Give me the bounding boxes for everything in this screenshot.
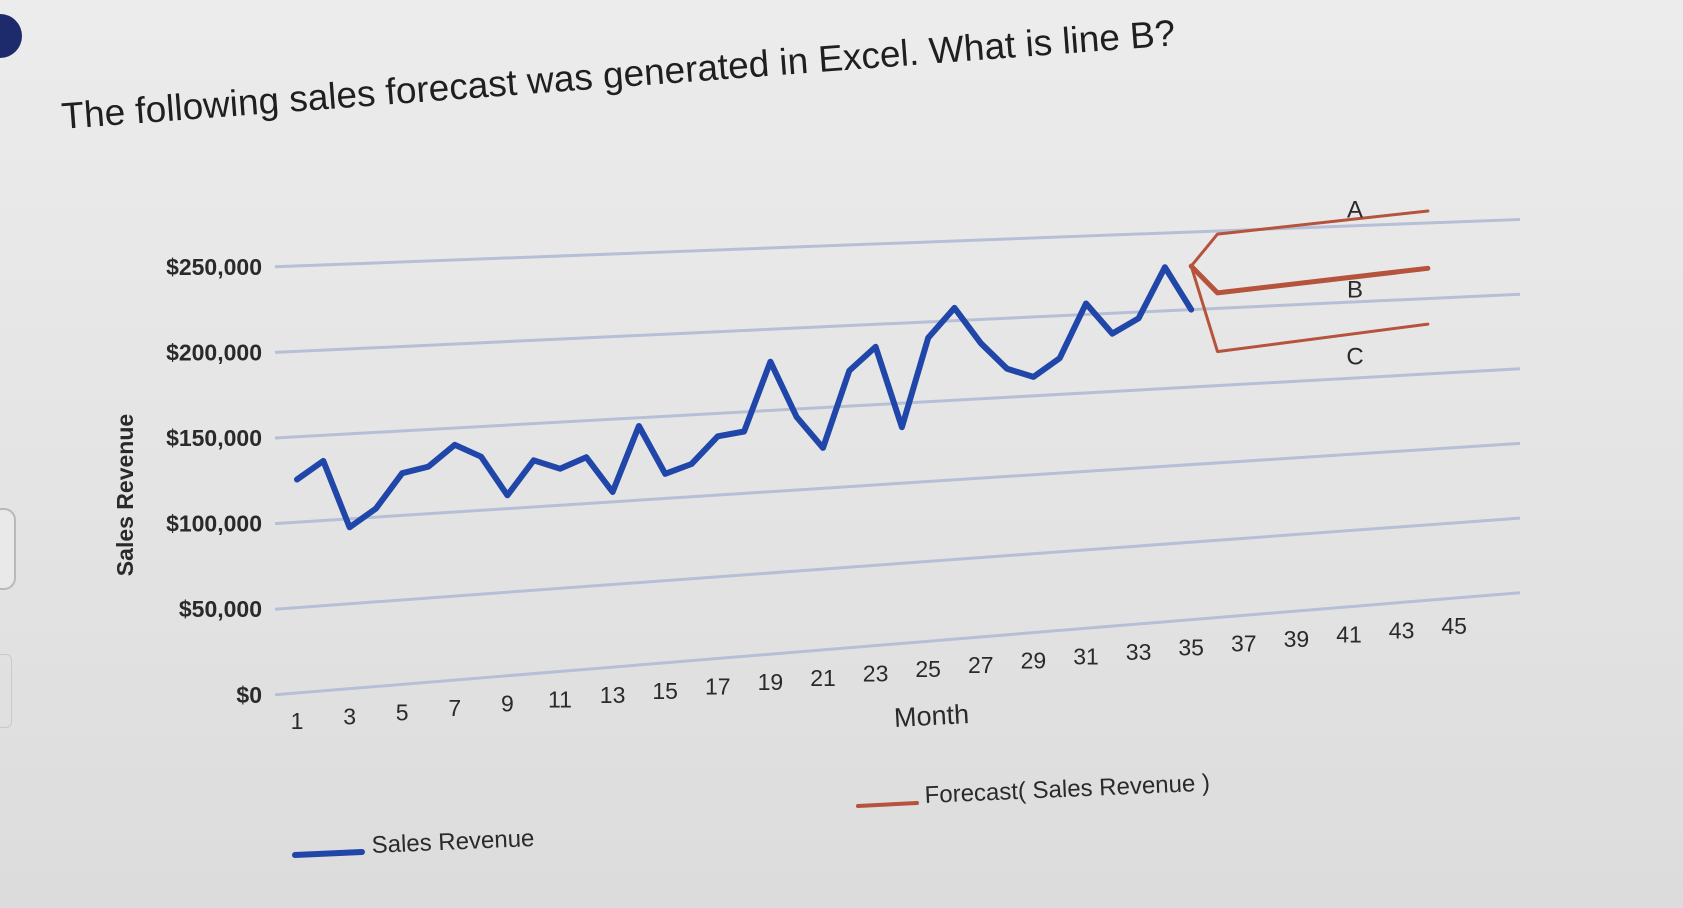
x-tick-label: 1 [291, 708, 304, 734]
x-tick-label: 23 [863, 661, 889, 687]
x-tick-label: 27 [968, 652, 994, 678]
legend: Sales Revenue Forecast( Sales Revenue ) [292, 770, 1210, 859]
x-tick-label: 5 [396, 699, 409, 725]
x-tick-label: 35 [1178, 635, 1204, 661]
x-tick-label: 21 [810, 665, 836, 691]
legend-swatch-forecast [856, 801, 919, 808]
y-tick-label: $150,000 [166, 425, 262, 451]
gridline-150000 [274, 367, 1521, 440]
x-tick-label: 15 [652, 678, 678, 704]
x-tick-label: 29 [1021, 648, 1047, 674]
y-tick-label: $250,000 [166, 254, 262, 280]
forecast-line-c [1189, 264, 1430, 354]
legend-swatch-sales-revenue [292, 849, 365, 858]
x-tick-label: 31 [1073, 643, 1099, 669]
x-tick-label: 33 [1126, 639, 1152, 665]
corner-indicator [0, 14, 22, 58]
y-tick-label: $100,000 [166, 511, 262, 537]
edge-radio-button[interactable] [0, 508, 16, 590]
edge-control [0, 654, 12, 728]
x-tick-label: 7 [448, 695, 461, 721]
x-tick-label: 37 [1231, 630, 1257, 656]
y-tick-label: $50,000 [179, 596, 262, 622]
gridline-250000 [274, 218, 1521, 269]
x-tick-label: 9 [501, 691, 514, 717]
legend-label-sales-revenue: Sales Revenue [371, 825, 535, 859]
x-tick-label: 11 [548, 686, 572, 712]
forecast-line-b [1188, 263, 1431, 296]
x-tick-label: 19 [758, 669, 784, 695]
y-axis-title: Sales Revenue [112, 414, 138, 576]
y-tick-label: $200,000 [166, 339, 262, 365]
forecast-label-c: C [1346, 343, 1363, 370]
series-line-sales-revenue [294, 264, 1195, 531]
forecast-label-b: B [1347, 276, 1363, 303]
forecast-line-a [1189, 209, 1430, 268]
gridline-0 [274, 591, 1521, 697]
x-tick-label: 17 [705, 674, 731, 700]
x-tick-label: 13 [600, 682, 626, 708]
x-axis-tick-labels: 1 3 5 7 9 11 13 15 17 19 21 23 25 27 29 31 33 35 37 39 41 43 4… [291, 613, 1467, 734]
plot-series: A B C [294, 197, 1431, 531]
x-tick-label: 45 [1441, 613, 1467, 639]
gridline-100000 [274, 441, 1521, 526]
forecast-label-a: A [1347, 197, 1363, 224]
gridline-200000 [274, 292, 1521, 354]
legend-label-forecast: Forecast( Sales Revenue ) [924, 770, 1210, 809]
x-tick-label: 25 [915, 656, 941, 682]
x-tick-label: 3 [343, 704, 356, 730]
x-axis-title: Month [893, 699, 970, 733]
grid-lines [274, 218, 1521, 697]
y-tick-label: $0 [236, 682, 262, 708]
x-tick-label: 43 [1389, 617, 1415, 643]
x-tick-label: 41 [1336, 622, 1362, 648]
x-tick-label: 39 [1284, 626, 1310, 652]
y-axis-tick-labels: $0 $50,000 $100,000 $150,000 $200,000 $250,00… [166, 254, 262, 708]
gridline-50000 [274, 516, 1521, 611]
